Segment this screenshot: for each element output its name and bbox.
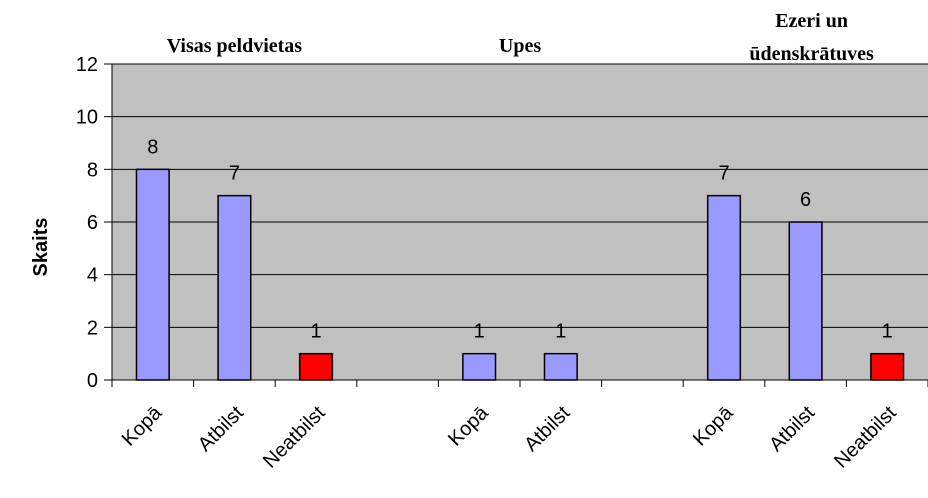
category-label: Neatbilst: [830, 402, 901, 473]
y-axis-label: Skaits: [30, 218, 52, 277]
y-tick-label: 12: [76, 54, 98, 76]
bar: [706, 194, 742, 381]
data-label: 1: [310, 321, 321, 343]
y-tick-label: 0: [87, 370, 98, 392]
bar: [870, 352, 905, 381]
data-label: 7: [229, 163, 240, 185]
category-label: Atbilst: [194, 402, 248, 456]
bar: [217, 194, 252, 381]
data-label: 7: [718, 163, 729, 185]
group-title: Upes: [499, 35, 541, 57]
category-label: Kopā: [444, 401, 493, 450]
y-tick-label: 2: [87, 317, 98, 339]
group-title: ūdenskrātuves: [749, 43, 874, 65]
y-tick-label: 10: [76, 107, 98, 129]
bar: [135, 168, 170, 381]
category-label: Neatbilst: [259, 402, 330, 473]
group-title: Ezeri un: [775, 10, 848, 32]
data-label: 8: [147, 136, 158, 158]
y-tick-label: 4: [87, 265, 98, 287]
y-tick-label: 6: [87, 212, 98, 234]
bar: [543, 352, 578, 381]
bar: [462, 352, 497, 381]
category-label: Atbilst: [520, 402, 574, 456]
category-label: Atbilst: [765, 402, 819, 456]
bar: [298, 352, 334, 381]
data-label: 6: [800, 189, 811, 211]
category-label: Kopā: [689, 401, 738, 450]
axes: 0 2 4 6 8 10 12: [76, 54, 928, 392]
y-tick-label: 8: [87, 159, 98, 181]
bars: [135, 168, 905, 381]
category-label: Kopā: [118, 401, 167, 450]
data-label: 1: [882, 321, 893, 343]
group-title: Visas peldvietas: [167, 35, 303, 57]
data-label: 1: [555, 321, 566, 343]
bar: [788, 221, 823, 381]
data-label: 1: [474, 321, 485, 343]
